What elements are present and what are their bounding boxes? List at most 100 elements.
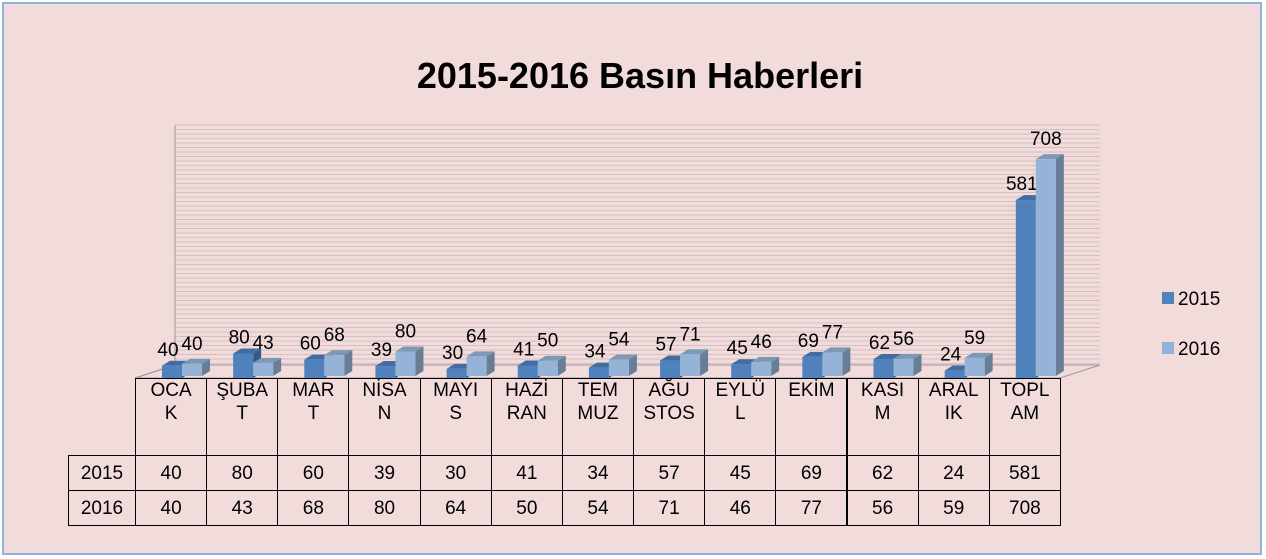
- table-cell: 54: [561, 490, 635, 526]
- bar: [873, 359, 894, 378]
- legend-swatch: [1162, 342, 1174, 354]
- data-label: 50: [537, 331, 558, 352]
- table-cell: 71: [633, 490, 706, 526]
- bar-side: [700, 349, 709, 376]
- bar-top: [537, 355, 566, 361]
- table-cell: 50: [490, 490, 563, 526]
- table-cell: 34: [561, 455, 635, 491]
- data-label: 708: [1030, 129, 1062, 150]
- data-label: 80: [229, 328, 250, 349]
- data-label: 581: [1006, 174, 1038, 195]
- data-label: 40: [157, 340, 178, 361]
- bar: [608, 359, 629, 376]
- bar-side: [984, 352, 993, 376]
- bar-top: [751, 356, 780, 362]
- bar: [944, 370, 965, 378]
- table-cell: 45: [704, 455, 777, 491]
- table-cell: 40: [135, 455, 208, 491]
- legend-label: 2016: [1178, 339, 1220, 360]
- data-label: 64: [466, 326, 488, 347]
- data-label: 40: [181, 334, 202, 355]
- bar-side: [628, 354, 637, 376]
- table-header: TEMMUZ: [561, 378, 635, 456]
- bar: [680, 354, 701, 376]
- bar-top: [893, 353, 922, 359]
- bar: [964, 357, 985, 376]
- table-cell: 77: [775, 490, 848, 526]
- table-header: AĞUSTOS: [633, 378, 706, 456]
- table-cell: 24: [917, 455, 990, 491]
- bar: [253, 362, 274, 376]
- data-label: 30: [442, 343, 463, 364]
- bar: [1035, 159, 1056, 376]
- bar: [802, 356, 823, 378]
- table-cell: 46: [704, 490, 777, 526]
- bar-side: [486, 351, 495, 376]
- data-label: 41: [513, 339, 534, 360]
- bar-side: [202, 358, 210, 376]
- legend-swatch: [1162, 292, 1174, 304]
- data-label: 46: [751, 332, 772, 353]
- data-label: 60: [300, 334, 321, 355]
- table-row-header: 2015: [68, 455, 136, 491]
- bar-side: [557, 355, 566, 376]
- table-header: ARALIK: [917, 378, 990, 456]
- bar-top: [395, 346, 424, 352]
- data-label: 77: [822, 322, 843, 343]
- data-label: 68: [324, 325, 345, 346]
- bar: [466, 356, 487, 376]
- table-cell: 43: [206, 490, 279, 526]
- chart-title: 2015-2016 Basın Haberleri: [417, 55, 863, 96]
- bar: [517, 365, 538, 378]
- table-header: OCAK: [135, 378, 208, 456]
- bar-top: [182, 358, 210, 364]
- table-row-header: 2016: [68, 490, 136, 526]
- table-header: EYLÜL: [704, 378, 777, 456]
- table-header: ŞUBAT: [206, 378, 279, 456]
- table-header: NİSAN: [348, 378, 421, 456]
- table-cell: 64: [419, 490, 492, 526]
- bar: [182, 363, 202, 376]
- table-header: EKİM: [775, 378, 848, 456]
- data-label: 71: [679, 324, 700, 345]
- data-label: 62: [869, 333, 890, 354]
- table-cell: 80: [206, 455, 279, 491]
- table-cell: 57: [633, 455, 706, 491]
- table-cell: 68: [277, 490, 350, 526]
- bar: [446, 368, 467, 378]
- data-label: 45: [727, 338, 748, 359]
- bar: [233, 353, 254, 378]
- bar: [395, 351, 416, 376]
- table-cell: 39: [348, 455, 421, 491]
- bar: [660, 360, 681, 378]
- bar: [588, 367, 609, 378]
- bar-top: [466, 351, 495, 357]
- bar-top: [964, 352, 993, 358]
- bar-top: [608, 354, 637, 360]
- table-cell: 41: [490, 455, 563, 491]
- bar-top: [1035, 154, 1064, 160]
- table-cell: 708: [988, 490, 1061, 526]
- data-label: 43: [253, 333, 274, 354]
- bar-side: [842, 347, 851, 376]
- bar-top: [873, 354, 902, 360]
- data-label: 39: [371, 340, 392, 361]
- legend-label: 2015: [1178, 289, 1220, 310]
- table-cell: 69: [775, 455, 848, 491]
- data-label: 80: [395, 322, 416, 343]
- table-cell: 60: [277, 455, 350, 491]
- bar: [162, 365, 182, 378]
- bar-top: [233, 348, 262, 354]
- bar: [324, 355, 345, 376]
- bar-top: [822, 347, 851, 353]
- bar: [822, 352, 843, 376]
- data-label: 54: [608, 329, 630, 350]
- table-cell: 80: [348, 490, 421, 526]
- bar-top: [253, 357, 282, 363]
- bar-side: [273, 357, 282, 376]
- bar-side: [913, 353, 922, 376]
- data-label: 57: [655, 335, 676, 356]
- bar-top: [680, 349, 709, 355]
